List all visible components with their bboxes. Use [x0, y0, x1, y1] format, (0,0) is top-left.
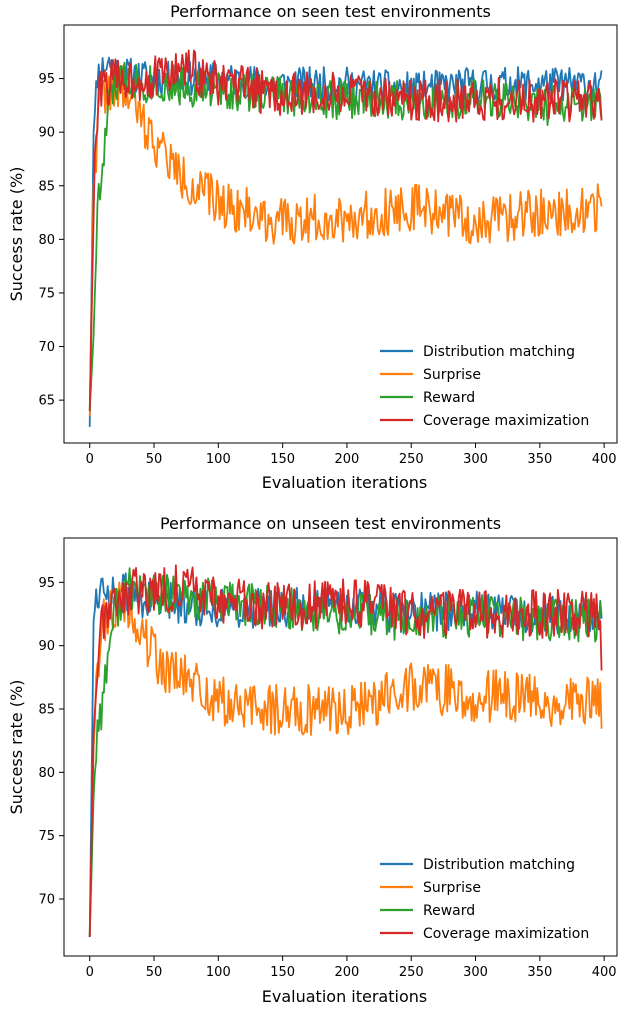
chart-title: Performance on unseen test environments [160, 514, 501, 533]
x-tick-label: 50 [146, 965, 163, 980]
y-tick-label: 75 [38, 829, 55, 844]
x-tick-label: 250 [399, 452, 424, 467]
legend: Distribution matching Surprise Reward Cover… [380, 344, 589, 429]
x-tick-label: 350 [527, 452, 552, 467]
chart-title: Performance on seen test environments [170, 2, 491, 21]
x-tick-label: 300 [463, 452, 488, 467]
series-line-surprise [88, 65, 603, 417]
legend-label: Reward [423, 903, 475, 919]
x-tick-label: 250 [399, 965, 424, 980]
legend-label: Surprise [423, 880, 481, 896]
legend: Distribution matching Surprise Reward Cover… [380, 857, 589, 942]
y-tick-label: 95 [38, 576, 55, 591]
x-tick-label: 300 [463, 965, 488, 980]
y-axis-label: Success rate (%) [7, 680, 26, 815]
chart-panel-1: 0 50 100 150 200 250 300 350 400 65 70 75 80 85 90 95 Pe… [7, 2, 618, 492]
plot-frame [63, 537, 618, 957]
x-tick-label: 400 [592, 452, 617, 467]
legend-label: Coverage maximization [423, 413, 589, 429]
x-tick-label: 0 [86, 452, 94, 467]
x-axis-label: Evaluation iterations [262, 473, 427, 492]
series-lines [88, 49, 603, 427]
legend-label: Distribution matching [423, 857, 575, 873]
x-tick-label: 50 [146, 452, 163, 467]
series-lines [88, 564, 603, 938]
legend-label: Distribution matching [423, 344, 575, 360]
series-line-coverage-maximization [88, 49, 603, 411]
y-tick-label: 80 [38, 233, 55, 248]
y-tick-label: 70 [38, 893, 55, 908]
y-tick-label: 70 [38, 340, 55, 355]
y-tick-label: 75 [38, 286, 55, 301]
y-tick-label: 80 [38, 766, 55, 781]
series-line-surprise [88, 581, 603, 938]
x-tick-label: 150 [270, 965, 295, 980]
y-tick-label: 65 [38, 394, 55, 409]
y-tick-label: 95 [38, 72, 55, 87]
x-tick-label: 400 [592, 965, 617, 980]
series-line-distribution-matching [88, 56, 603, 427]
legend-label: Surprise [423, 367, 481, 383]
plot-frame [63, 24, 618, 444]
y-tick-label: 90 [38, 639, 55, 654]
x-tick-label: 100 [206, 452, 231, 467]
legend-label: Reward [423, 390, 475, 406]
legend-label: Coverage maximization [423, 926, 589, 942]
x-tick-label: 200 [335, 965, 360, 980]
x-axis-label: Evaluation iterations [262, 987, 427, 1006]
x-tick-label: 150 [270, 452, 295, 467]
x-tick-label: 350 [527, 965, 552, 980]
x-tick-label: 100 [206, 965, 231, 980]
y-tick-label: 85 [38, 179, 55, 194]
x-tick-label: 200 [335, 452, 360, 467]
y-tick-label: 85 [38, 703, 55, 718]
chart-panel-2: 0 50 100 150 200 250 300 350 400 70 75 80 85 90 95 Perf… [7, 514, 618, 1006]
y-axis-label: Success rate (%) [7, 167, 26, 302]
y-tick-label: 90 [38, 126, 55, 141]
x-tick-label: 0 [86, 965, 94, 980]
series-line-coverage-maximization [88, 564, 603, 938]
